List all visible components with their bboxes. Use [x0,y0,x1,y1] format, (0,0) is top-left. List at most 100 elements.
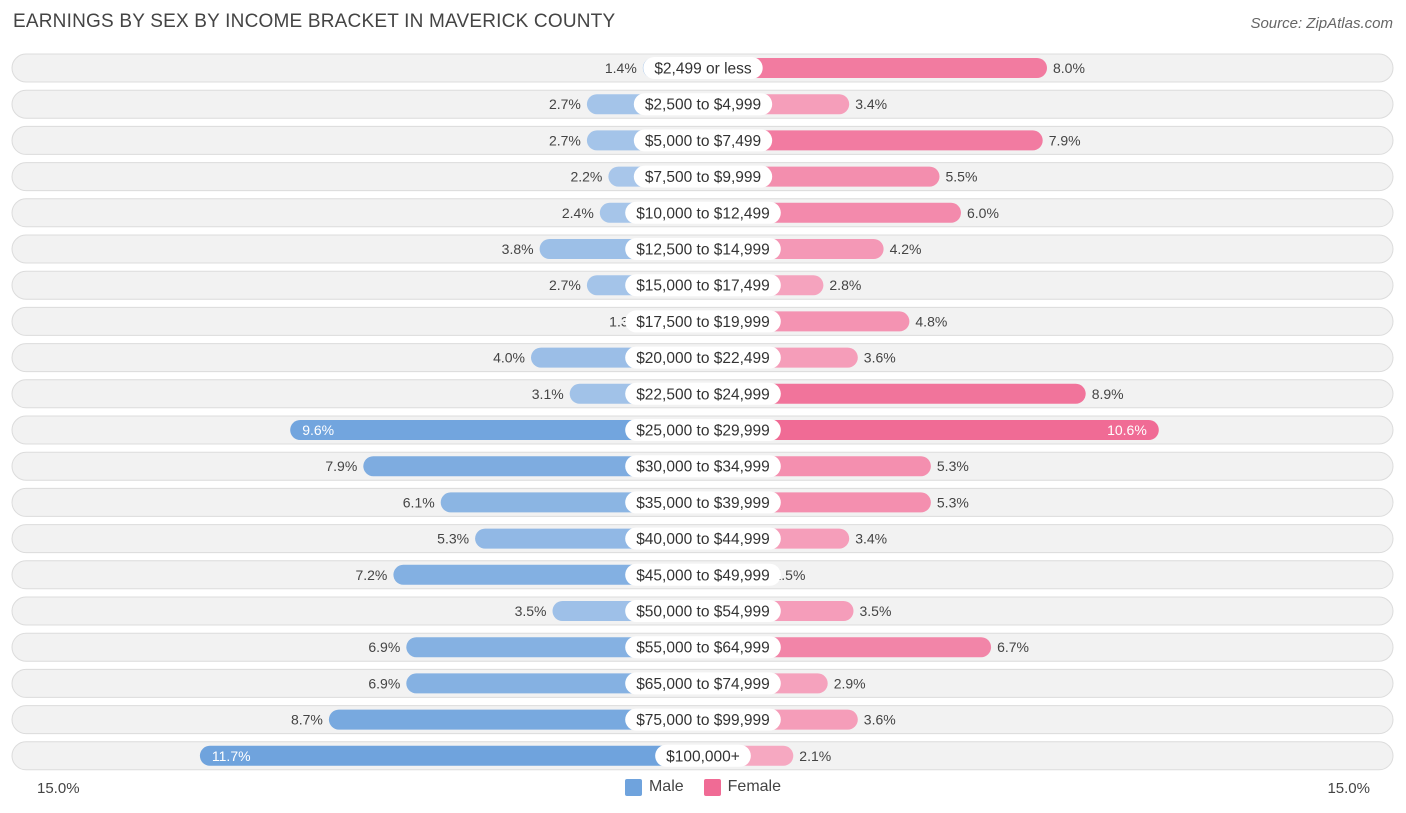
legend-swatch-male [624,778,642,796]
bar-row: 5.3% 3.4% $40,000 to $44,999 [11,524,1394,554]
female-value-label: 2.1% [799,748,831,764]
female-value-label: 4.2% [890,241,922,257]
category-pill [625,708,781,731]
male-value-label: 6.1% [403,494,435,510]
category-pill [625,672,781,695]
male-value-label: 3.1% [532,386,564,402]
female-value-label: 4.8% [915,313,947,329]
category-pill [655,744,751,767]
category-pill [625,310,781,333]
bar-row: 3.8% 4.2% $12,500 to $14,999 [11,234,1394,264]
female-value-label: 6.0% [967,205,999,221]
bar-row: 4.0% 3.6% $20,000 to $22,499 [11,343,1394,373]
female-bar [703,420,1159,440]
category-pill [625,382,781,405]
category-label: $35,000 to $39,999 [636,495,770,512]
bar-row: 2.7% 3.4% $2,500 to $4,999 [11,89,1394,119]
category-label: $10,000 to $12,499 [636,205,770,222]
male-bar [328,709,703,730]
category-label: $30,000 to $34,999 [636,459,770,476]
male-value-label: 3.5% [515,603,547,619]
bar-row: 7.9% 5.3% $30,000 to $34,999 [11,451,1394,481]
category-pill [633,93,773,116]
category-label: $45,000 to $49,999 [636,567,770,584]
category-label: $2,499 or less [654,61,752,78]
bar-row: 1.3% 4.8%$17,500 to $19,999 [11,306,1394,336]
male-bar [199,745,703,766]
category-label: $7,500 to $9,999 [645,169,761,186]
legend: Male Female [0,778,1406,796]
category-label: $100,000+ [666,748,740,765]
female-value-label: 5.3% [937,458,969,474]
bar-row: 3.5% 3.5% $50,000 to $54,999 [11,596,1394,626]
category-label: $50,000 to $54,999 [636,604,770,621]
category-pill [625,600,781,622]
male-value-label: 1.4% [605,60,637,76]
axis-right-label: 15.0% [1327,780,1370,797]
category-pill [625,274,781,297]
male-value-label: 11.7% [212,748,251,764]
category-label: $20,000 to $22,499 [636,350,770,367]
category-label: $17,500 to $19,999 [636,314,770,331]
bar-row: 2.7% 2.8% $15,000 to $17,499 [11,270,1394,300]
female-value-label: 3.6% [864,712,896,728]
category-pill [625,455,781,478]
legend-label-female: Female [727,778,782,795]
category-pill [643,57,763,79]
male-value-label: 5.3% [437,531,469,547]
legend-swatch-female [703,778,721,796]
female-value-label: 1.5% [774,567,806,583]
category-pill [625,238,781,260]
bar-row: 8.7% 3.6% $75,000 to $99,999 [11,705,1394,735]
diverging-bar-chart: 1.4% 8.0% $2,499 or less 2.7% 3.4% $2,500 to … [11,53,1394,771]
bar-row: 6.1% 5.3% $35,000 to $39,999 [11,487,1394,517]
category-label: $5,000 to $7,499 [645,133,761,150]
female-value-label: 3.4% [855,96,887,112]
female-value-label: 8.0% [1053,60,1085,76]
category-label: $25,000 to $29,999 [636,423,770,440]
bar-row: 6.9% 2.9% $65,000 to $74,999 [11,668,1394,698]
legend-item-male[interactable]: Male [624,778,684,796]
male-value-label: 6.9% [368,675,400,691]
category-label: $65,000 to $74,999 [636,676,770,693]
bar-row: 6.9% 6.7% $55,000 to $64,999 [11,632,1394,662]
category-label: $2,500 to $4,999 [645,97,761,114]
male-value-label: 2.7% [549,277,581,293]
male-value-label: 6.9% [368,639,400,655]
category-pill [625,201,781,224]
male-value-label: 7.2% [355,567,387,583]
bar-row: 1.4% 8.0% $2,499 or less [11,53,1394,83]
female-value-label: 5.3% [937,494,969,510]
bar-row: 3.1% 8.9% $22,500 to $24,999 [11,379,1394,409]
category-pill [625,346,781,369]
legend-label-male: Male [648,778,684,795]
category-label: $22,500 to $24,999 [636,386,770,403]
female-value-label: 5.5% [946,169,978,185]
female-value-label: 3.6% [864,350,896,366]
male-bar [363,456,703,477]
female-value-label: 10.6% [1107,422,1147,438]
male-value-label: 9.6% [302,422,334,438]
bar-row: 9.6% 10.6% $25,000 to $29,999 [11,415,1394,445]
female-bar [703,130,1043,151]
category-label: $40,000 to $44,999 [636,531,770,548]
female-value-label: 2.8% [829,277,861,293]
bar-row: 2.2% 5.5% $7,500 to $9,999 [11,162,1394,192]
source-note: Source: ZipAtlas.com [1250,15,1393,32]
category-pill [625,419,781,441]
category-label: $15,000 to $17,499 [636,278,770,295]
category-pill [633,129,773,152]
category-label: $12,500 to $14,999 [636,242,770,259]
female-value-label: 7.9% [1049,132,1081,148]
female-value-label: 2.9% [834,675,866,691]
category-pill [633,165,773,188]
male-bar [393,564,703,585]
male-value-label: 2.7% [549,96,581,112]
legend-item-female[interactable]: Female [703,778,782,796]
male-value-label: 2.7% [549,132,581,148]
female-bar [703,58,1047,78]
female-value-label: 8.9% [1092,386,1124,402]
female-bar [703,383,1086,404]
male-value-label: 8.7% [291,712,323,728]
